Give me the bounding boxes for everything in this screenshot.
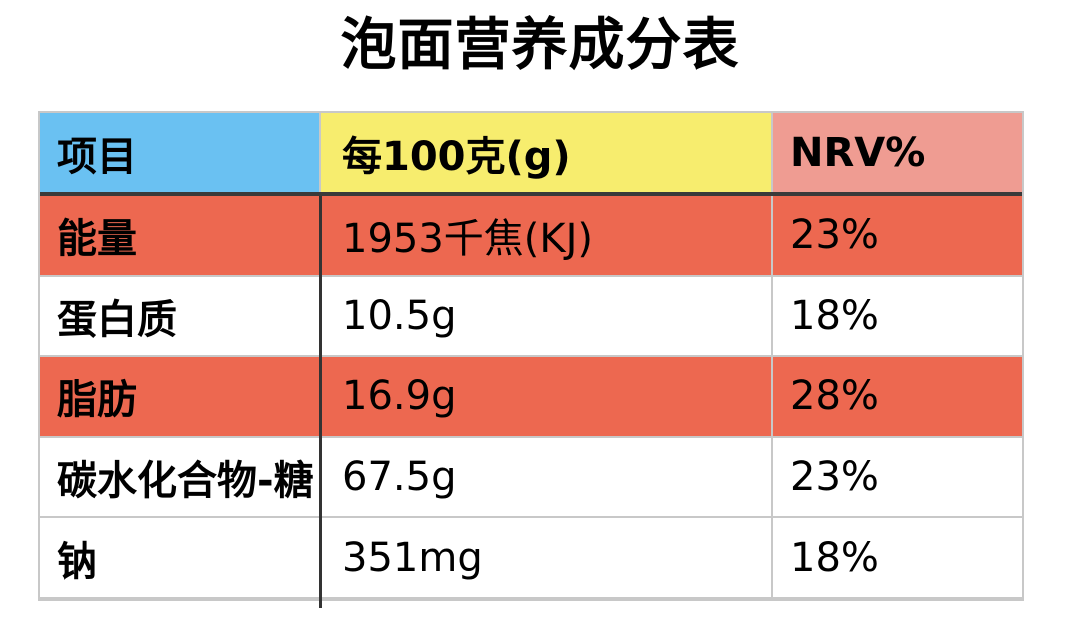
table-row-sodium: 钠 351mg 18% bbox=[40, 518, 1022, 599]
table-row-carbs: 碳水化合物-糖 67.5g 23% bbox=[40, 437, 1022, 519]
nutrition-table: 项目 每100克(g) NRV% 能量 1953千焦(KJ) 23% 蛋白质 1… bbox=[38, 111, 1024, 608]
header-cell-item: 项目 bbox=[40, 113, 319, 192]
cell-value: 10.5g bbox=[319, 276, 771, 356]
cell-nrv: 18% bbox=[771, 518, 1022, 597]
cell-nrv: 28% bbox=[771, 357, 1022, 436]
table-row-energy: 能量 1953千焦(KJ) 23% bbox=[40, 196, 1022, 277]
cell-item: 脂肪 bbox=[40, 357, 319, 436]
header-cell-nrv: NRV% bbox=[771, 113, 1022, 192]
table-header-row: 项目 每100克(g) NRV% bbox=[40, 113, 1022, 196]
cell-value: 16.9g bbox=[319, 357, 771, 436]
cell-nrv: 23% bbox=[771, 196, 1022, 275]
table-row-protein: 蛋白质 10.5g 18% bbox=[40, 276, 1022, 358]
column-divider-line bbox=[319, 196, 322, 608]
page-title: 泡面营养成分表 bbox=[340, 13, 740, 78]
cell-item: 蛋白质 bbox=[40, 276, 319, 356]
cell-nrv: 23% bbox=[771, 437, 1022, 517]
cell-item: 碳水化合物-糖 bbox=[40, 437, 319, 517]
cell-nrv: 18% bbox=[771, 276, 1022, 356]
cell-value: 67.5g bbox=[319, 437, 771, 517]
header-cell-per100g: 每100克(g) bbox=[319, 113, 771, 192]
cell-value: 351mg bbox=[319, 518, 771, 597]
table-row-fat: 脂肪 16.9g 28% bbox=[40, 357, 1022, 438]
cell-value: 1953千焦(KJ) bbox=[319, 196, 771, 275]
cell-item: 钠 bbox=[40, 518, 319, 597]
cell-item: 能量 bbox=[40, 196, 319, 275]
